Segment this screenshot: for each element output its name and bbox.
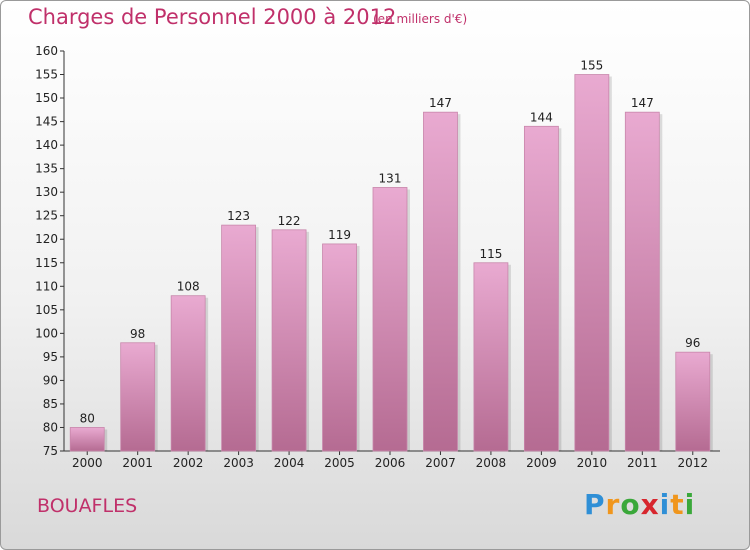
proxiti-logo[interactable]: Proxiti — [584, 488, 695, 521]
y-axis: 75 80 85 90 95 100 105 110 115 120 125 130 135 140 145… — [35, 44, 65, 458]
data-label-2012: 96 — [685, 336, 700, 350]
data-label-2009: 144 — [530, 110, 553, 124]
data-label-2008: 115 — [479, 247, 502, 261]
bars — [69, 74, 713, 452]
commune-name: BOUAFLES — [37, 495, 138, 517]
chart-title: Charges de Personnel 2000 à 2012 — [28, 5, 397, 29]
data-label-2000: 80 — [80, 411, 95, 425]
bar-2003 — [221, 224, 257, 452]
logo-letter: P — [584, 488, 606, 521]
x-tick-label-2012: 2012 — [677, 456, 708, 470]
logo-letter: o — [620, 488, 641, 521]
bar-2008 — [473, 262, 509, 452]
logo-letter: x — [640, 488, 660, 521]
y-tick-label: 85 — [43, 397, 58, 411]
y-tick-label: 155 — [35, 68, 58, 82]
y-tick-label: 105 — [35, 303, 58, 317]
x-tick-label-2002: 2002 — [173, 456, 204, 470]
y-tick-label: 140 — [35, 138, 58, 152]
y-tick-label: 115 — [35, 256, 58, 270]
y-tick-label: 145 — [35, 115, 58, 129]
bar-2010 — [574, 74, 610, 452]
y-tick-label: 130 — [35, 185, 58, 199]
bar-2006 — [372, 187, 408, 452]
x-tick-label-2009: 2009 — [526, 456, 557, 470]
x-tick-label-2007: 2007 — [425, 456, 456, 470]
chart-subtitle: (en milliers d'€) — [373, 12, 468, 26]
y-tick-label: 160 — [35, 44, 58, 58]
x-tick-label-2011: 2011 — [627, 456, 658, 470]
data-labels: 80 98 108 123 122 119 131 147 115 144 155 147 96 — [80, 59, 701, 426]
data-label-2005: 119 — [328, 228, 351, 242]
y-tick-label: 90 — [43, 373, 58, 387]
y-tick-label: 150 — [35, 91, 58, 105]
x-tick-label-2005: 2005 — [324, 456, 355, 470]
y-tick-label: 135 — [35, 162, 58, 176]
x-axis: 2000 2001 2002 2003 2004 2005 2006 2007 2008 2009… — [64, 450, 720, 470]
data-label-2011: 147 — [631, 96, 654, 110]
x-tick-label-2000: 2000 — [72, 456, 103, 470]
x-tick-label-2001: 2001 — [122, 456, 153, 470]
logo-letter: t — [670, 488, 685, 521]
data-label-2003: 123 — [227, 209, 250, 223]
x-tick-label-2006: 2006 — [375, 456, 406, 470]
y-tick-label: 120 — [35, 232, 58, 246]
x-tick-label-2004: 2004 — [274, 456, 305, 470]
bar-2005 — [322, 243, 357, 452]
bar-2012 — [675, 351, 711, 452]
bar-2007 — [423, 111, 458, 452]
logo-letter: i — [659, 488, 671, 521]
x-tick-label-2003: 2003 — [223, 456, 254, 470]
x-tick-label-2008: 2008 — [476, 456, 507, 470]
bar-2002 — [170, 295, 206, 452]
y-tick-label: 125 — [35, 209, 58, 223]
bar-2004 — [271, 229, 307, 452]
y-tick-label: 80 — [43, 420, 58, 434]
x-tick-label-2010: 2010 — [577, 456, 608, 470]
logo-letter: r — [605, 488, 621, 521]
bar-2000 — [69, 427, 105, 452]
data-label-2004: 122 — [278, 214, 301, 228]
logo-letter: i — [684, 488, 696, 521]
y-tick-label: 110 — [35, 279, 58, 293]
data-label-2006: 131 — [379, 171, 402, 185]
data-label-2002: 108 — [177, 280, 200, 294]
bar-2011 — [624, 111, 660, 452]
data-label-2010: 155 — [580, 59, 603, 73]
y-tick-label: 100 — [35, 326, 58, 340]
data-label-2001: 98 — [130, 327, 145, 341]
y-tick-label: 75 — [43, 444, 58, 458]
bar-2001 — [120, 342, 156, 452]
data-label-2007: 147 — [429, 96, 452, 110]
bar-2009 — [523, 125, 559, 452]
y-tick-label: 95 — [43, 350, 58, 364]
